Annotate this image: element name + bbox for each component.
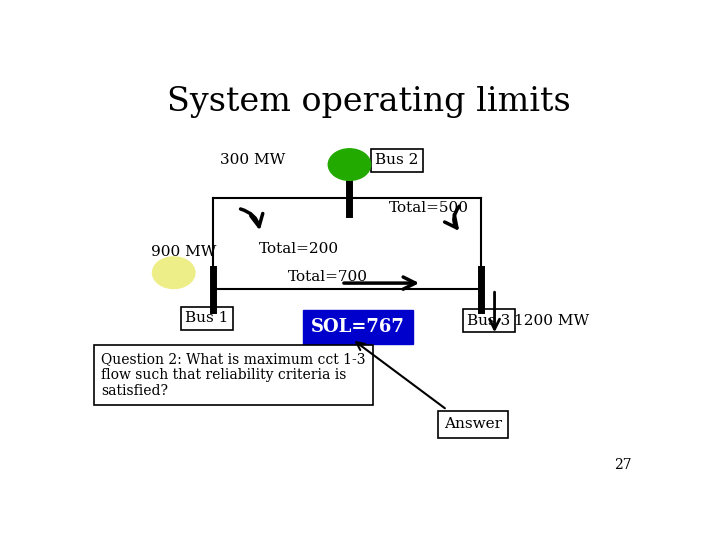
Text: Bus 1: Bus 1	[186, 312, 229, 326]
Text: 27: 27	[613, 458, 631, 472]
Text: 1200 MW: 1200 MW	[514, 314, 589, 328]
Text: SOL=767: SOL=767	[311, 318, 405, 336]
Text: Bus 3: Bus 3	[467, 314, 510, 328]
Text: Question 2: What is maximum cct 1-3
flow such that reliability criteria is
satis: Question 2: What is maximum cct 1-3 flow…	[101, 352, 366, 398]
Text: Total=500: Total=500	[389, 201, 469, 215]
Text: Bus 2: Bus 2	[375, 153, 418, 167]
Text: 300 MW: 300 MW	[220, 153, 285, 167]
Circle shape	[328, 149, 371, 180]
Circle shape	[153, 257, 195, 288]
Text: Answer: Answer	[444, 417, 503, 431]
Text: Total=200: Total=200	[258, 241, 338, 255]
Text: System operating limits: System operating limits	[167, 85, 571, 118]
Text: 900 MW: 900 MW	[151, 245, 217, 259]
Text: Total=700: Total=700	[288, 270, 368, 284]
